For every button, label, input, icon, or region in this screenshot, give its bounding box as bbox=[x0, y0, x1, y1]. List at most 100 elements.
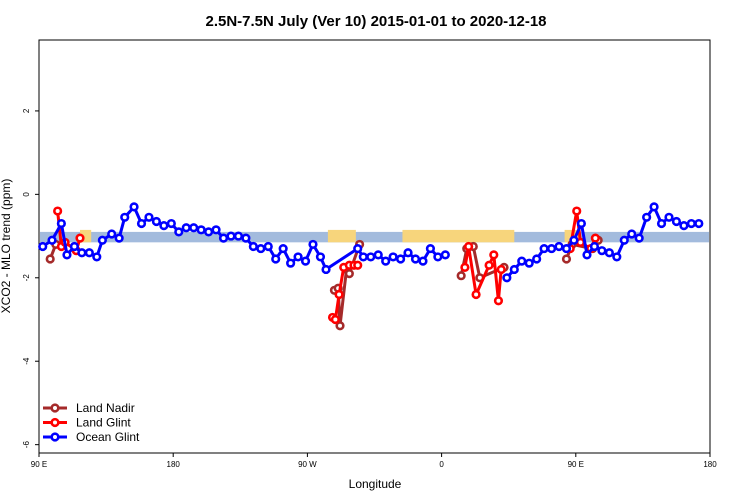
data-point-ocean-glint bbox=[136, 218, 147, 229]
y-tick-label: 0 bbox=[22, 192, 31, 197]
data-point-ocean-glint bbox=[366, 252, 376, 262]
data-point-ocean-glint bbox=[576, 218, 586, 229]
y-tick-label: -4 bbox=[22, 357, 31, 365]
data-point-ocean-glint bbox=[582, 250, 592, 260]
data-point-ocean-glint bbox=[120, 212, 130, 222]
data-point-ocean-glint bbox=[546, 243, 557, 254]
data-point-land-glint bbox=[464, 241, 474, 252]
data-point-ocean-glint bbox=[524, 258, 534, 268]
data-point-ocean-glint bbox=[248, 241, 258, 252]
data-point-ocean-glint bbox=[278, 243, 288, 254]
data-point-ocean-glint bbox=[671, 216, 682, 227]
legend-marker-ocean-glint bbox=[50, 432, 60, 442]
data-point-ocean-glint bbox=[425, 243, 436, 254]
land-band-segment bbox=[80, 229, 92, 243]
data-point-ocean-glint bbox=[107, 229, 117, 239]
y-axis-label: XCO2 - MLO trend (ppm) bbox=[0, 179, 13, 314]
data-point-ocean-glint bbox=[604, 248, 614, 258]
data-point-ocean-glint bbox=[62, 250, 72, 260]
data-point-ocean-glint bbox=[679, 221, 689, 231]
data-point-ocean-glint bbox=[286, 258, 296, 268]
y-tick-label: -6 bbox=[22, 441, 31, 449]
data-point-land-nadir bbox=[344, 269, 354, 279]
data-point-ocean-glint bbox=[321, 264, 331, 275]
data-point-ocean-glint bbox=[353, 243, 363, 254]
data-point-ocean-glint bbox=[597, 246, 607, 256]
legend-label-land-nadir: Land Nadir bbox=[76, 401, 135, 415]
data-point-ocean-glint bbox=[69, 241, 80, 252]
data-point-land-nadir bbox=[561, 254, 572, 264]
data-point-ocean-glint bbox=[211, 225, 221, 235]
series-layer bbox=[38, 202, 704, 331]
data-point-ocean-glint bbox=[174, 227, 184, 237]
data-point-ocean-glint bbox=[308, 239, 318, 250]
data-point-ocean-glint bbox=[92, 252, 102, 262]
plot-frame bbox=[38, 39, 711, 454]
data-point-ocean-glint bbox=[204, 227, 214, 237]
data-point-ocean-glint bbox=[271, 254, 281, 264]
data-point-ocean-glint bbox=[56, 218, 66, 229]
data-point-ocean-glint bbox=[84, 248, 94, 258]
x-tick-label: 180 bbox=[703, 460, 717, 469]
data-point-ocean-glint bbox=[634, 233, 644, 243]
data-point-ocean-glint bbox=[256, 243, 266, 254]
data-point-ocean-glint bbox=[388, 252, 398, 262]
data-point-land-nadir bbox=[45, 254, 55, 264]
legend-marker-land-glint bbox=[50, 417, 60, 428]
data-point-land-glint bbox=[330, 314, 340, 325]
data-point-ocean-glint bbox=[440, 250, 450, 260]
data-point-ocean-glint bbox=[114, 233, 124, 243]
data-point-ocean-glint bbox=[47, 235, 57, 245]
data-point-ocean-glint bbox=[196, 225, 206, 235]
data-point-ocean-glint bbox=[627, 229, 637, 239]
data-point-land-glint bbox=[53, 206, 63, 216]
chart-title: 2.5N-7.5N July (Ver 10) 2015-01-01 to 20… bbox=[205, 13, 546, 30]
data-point-land-glint bbox=[572, 206, 582, 216]
data-point-ocean-glint bbox=[226, 231, 236, 241]
data-point-ocean-glint bbox=[694, 218, 704, 229]
data-point-land-nadir bbox=[456, 271, 466, 281]
land-band-segment bbox=[327, 229, 356, 243]
data-point-ocean-glint bbox=[403, 248, 413, 258]
data-point-land-glint bbox=[484, 260, 494, 270]
data-point-land-nadir bbox=[335, 321, 345, 331]
legend-label-ocean-glint: Ocean Glint bbox=[76, 430, 140, 444]
data-point-ocean-glint bbox=[181, 223, 191, 233]
data-point-ocean-glint bbox=[410, 254, 421, 264]
data-point-ocean-glint bbox=[77, 248, 87, 258]
x-tick-label: 90 E bbox=[568, 460, 584, 469]
ocean-band bbox=[40, 231, 709, 243]
data-point-ocean-glint bbox=[433, 252, 443, 262]
data-point-land-glint bbox=[460, 262, 470, 272]
data-point-ocean-glint bbox=[589, 241, 600, 252]
data-point-ocean-glint bbox=[263, 241, 273, 252]
data-point-ocean-glint bbox=[293, 252, 303, 262]
data-point-ocean-glint bbox=[373, 250, 383, 260]
data-point-ocean-glint bbox=[151, 216, 162, 227]
x-tick-label: 90 W bbox=[298, 460, 317, 469]
data-point-ocean-glint bbox=[502, 273, 512, 283]
data-point-ocean-glint bbox=[509, 264, 519, 275]
data-point-ocean-glint bbox=[642, 212, 652, 222]
x-axis-label: Longitude bbox=[349, 477, 402, 491]
data-point-ocean-glint bbox=[166, 218, 176, 229]
y-axis: -6 -4 -2 0 2 bbox=[22, 108, 39, 448]
data-point-land-glint bbox=[590, 233, 600, 243]
data-point-ocean-glint bbox=[418, 256, 428, 266]
data-point-ocean-glint bbox=[241, 233, 251, 243]
data-point-ocean-glint bbox=[358, 252, 368, 262]
data-point-ocean-glint bbox=[517, 256, 527, 266]
data-point-ocean-glint bbox=[649, 202, 659, 212]
background-band bbox=[40, 229, 709, 243]
legend-label-land-glint: Land Glint bbox=[76, 416, 131, 430]
data-point-land-glint bbox=[471, 289, 481, 300]
data-point-ocean-glint bbox=[395, 254, 406, 264]
data-point-ocean-glint bbox=[569, 235, 579, 245]
series-ocean-glint bbox=[38, 202, 704, 283]
legend-marker-land-nadir bbox=[50, 403, 60, 413]
data-point-ocean-glint bbox=[300, 256, 311, 266]
data-point-ocean-glint bbox=[664, 212, 674, 222]
y-tick-label: -2 bbox=[22, 274, 31, 282]
x-tick-label: 0 bbox=[439, 460, 444, 469]
